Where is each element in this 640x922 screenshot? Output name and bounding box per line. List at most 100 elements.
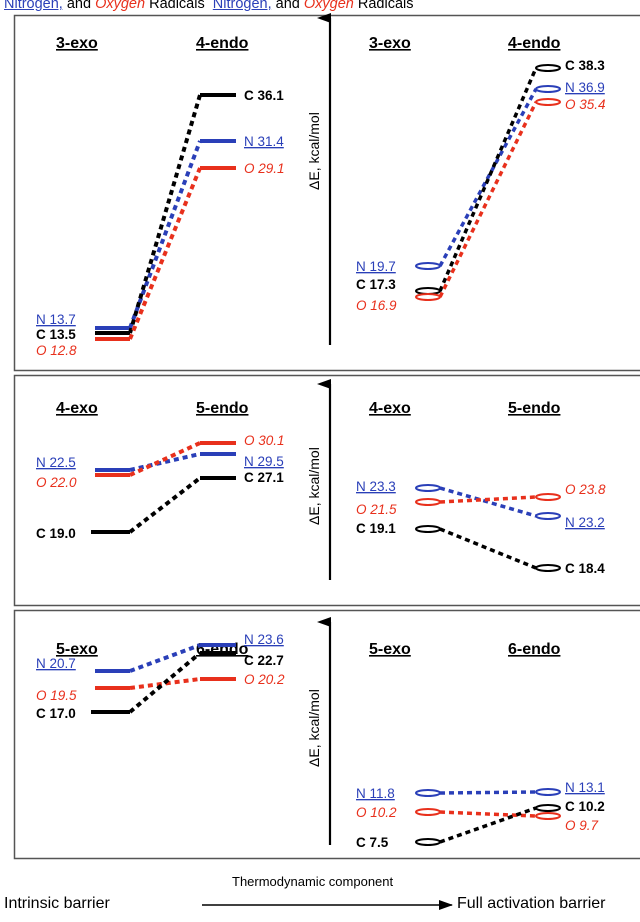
panel-3-right-endo-O-value: 9.7 [579,818,598,833]
panel-2-left-exo-O-label: O 22.0 [36,475,77,490]
panel-3-right-endo-N-element: N [565,780,579,795]
panel-2-left-exo-O-element: O [36,475,50,490]
panel-2-left-endo-N-value: 29.5 [258,454,284,469]
panel-1-left-C-connector [128,94,202,334]
panel-3-left-O-connector [129,677,201,690]
panel-3-right-O-connector [439,810,537,818]
panel-2-right-endo-N-level [535,512,561,520]
panel-1-right-endo-C-label: C 38.3 [565,58,605,73]
footer-thermodynamic-component: Thermodynamic component [232,874,394,889]
panel-1-right-endo-title: 4-endo [508,35,561,52]
panel-3-right-exo-N-value: 11.8 [370,786,395,801]
panel-1-left-exo-N-label: N 13.7 [36,312,76,327]
panel-1-left-exo-O-element: O [36,343,50,358]
panel-1-right-endo-C-element: C [565,58,579,73]
panel-3-left-endo-N-label: N 23.6 [244,632,284,647]
panel-1-left-endo-C-element: C [244,88,258,103]
panel-2-left-endo-O-label: O 30.1 [244,433,285,448]
header-and-left: and [62,0,96,12]
panel-3-right-endo-N-value: 13.1 [579,780,605,795]
panel-1-right-endo-O-element: O [565,97,579,112]
panel-1-right-exo-O-level [415,293,441,301]
panel-1-left-exo-C-label: C 13.5 [36,327,76,342]
panel-1-right-exo-N-level [415,262,441,270]
panel-2-left-exo-C-label: C 19.0 [36,526,76,541]
panel-1-left-endo-N-value: 31.4 [258,134,285,149]
panel-2-left-C-connector [128,476,202,534]
panel-2-right-endo-C-level [535,564,561,572]
panel-frame-3 [13,609,640,860]
panel-2-left-exo-C-value: 19.0 [50,526,76,541]
panel-2-left-exo-C-element: C [36,526,50,541]
panel-2-left-endo-title: 5-endo [196,400,249,417]
panel-1-left-O-connector [128,167,202,340]
panel-1-left-exo-title: 3-exo [56,35,98,52]
panel-2-right-O-connector [439,495,537,504]
panel-1-right-endo-O-level [535,98,561,106]
panel-2-left-endo-C-value: 27.1 [258,470,285,485]
panel-1-right-O-connector [438,101,538,298]
panel-3-right-exo-N-element: N [356,786,370,801]
header-radicals-left: Radicals [145,0,205,12]
panel-3-left-exo-O-label: O 19.5 [36,688,77,703]
panel-3-right-exo-N-level [415,789,441,797]
panel-1-left-exo-O-value: 12.8 [50,343,77,358]
panel-2-right-endo-N-element: N [565,515,579,530]
panel-2-left-endo-N-element: N [244,454,258,469]
panel-3-right-endo-title: 6-endo [508,641,561,658]
panel-2-right-endo-O-value: 23.8 [578,482,606,497]
panel-1-right-endo-C-level [535,64,561,72]
panel-3-right-endo-C-value: 10.2 [579,799,605,814]
panel-frame-2 [13,374,640,607]
panel-3-right-exo-O-level [415,808,441,816]
panel-3-right-endo-C-level [535,804,561,812]
panel-1-right-exo-O-element: O [356,298,370,313]
panel-1-right-C-connector [438,67,538,292]
panel-2-left-endo-C-element: C [244,470,258,485]
panel-3-left-endo-N-element: N [244,632,258,647]
panel-3-left-exo-C-element: C [36,706,50,721]
panel-2-left-endo-C-label: C 27.1 [244,470,284,485]
panel-1-right-endo-N-element: N [565,80,579,95]
panel-2-right-C-connector [439,527,537,570]
panel-3-right-endo-C-element: C [565,799,579,814]
panel-1-right-endo-C-value: 38.3 [579,58,606,73]
panel-3-left-exo-C-value: 17.0 [50,706,76,721]
panel-1-right-exo-O-value: 16.9 [370,298,397,313]
panel-2-left-exo-N-element: N [36,455,50,470]
panel-3-right-exo-O-label: O 10.2 [356,805,397,820]
panel-3-right-exo-N-label: N 11.8 [356,786,395,801]
panel-2-right-exo-O-label: O 21.5 [356,502,397,517]
panel-3-left-exo-O-value: 19.5 [50,688,77,703]
panel-2-right-endo-O-element: O [565,482,579,497]
panel-3-left-endo-O-label: O 20.2 [244,672,285,687]
panel-1-left-endo-O-element: O [244,161,258,176]
panel-3-left-endo-O-element: O [244,672,258,687]
panel-3-right-endo-O-label: O 9.7 [565,818,599,833]
panel-1-left-N-connector [128,140,202,329]
panel-1-right-exo-C-element: C [356,277,370,292]
panel-2-right-endo-N-label: N 23.2 [565,515,605,530]
panel-2-right-endo-C-value: 18.4 [579,561,606,576]
panel-3-left-endo-C-value: 22.7 [258,653,284,668]
panel-3-left-exo-title: 5-exo [56,641,98,658]
panel-3-right-exo-C-element: C [356,835,370,850]
panel-3-right-exo-C-label: C 7.5 [356,835,389,850]
panel-2-right-endo-C-label: C 18.4 [565,561,605,576]
panel-1-right-exo-C-value: 17.3 [370,277,397,292]
panel-3-left-N-connector [129,643,201,673]
panel-3-right-endo-N-level [535,788,561,796]
panel-3-left-exo-N-value: 20.7 [50,656,76,671]
panel-1-left-exo-C-value: 13.5 [50,327,77,342]
panel-1-left-exo-N-value: 13.7 [50,312,76,327]
panel-2-right-exo-C-element: C [356,521,370,536]
panel-3-right-exo-title: 5-exo [369,641,411,658]
panel-3-right-exo-O-value: 10.2 [370,805,397,820]
panel-1-left-endo-O-label: O 29.1 [244,161,285,176]
panel-2-right-N-connector [439,486,537,518]
panel-3-left-endo-C-element: C [244,653,258,668]
panel-1-left-endo-C-value: 36.1 [258,88,285,103]
panel-3-right-exo-O-element: O [356,805,370,820]
header-radicals-right: Radicals [353,0,414,12]
panel-1-right-exo-O-label: O 16.9 [356,298,397,313]
